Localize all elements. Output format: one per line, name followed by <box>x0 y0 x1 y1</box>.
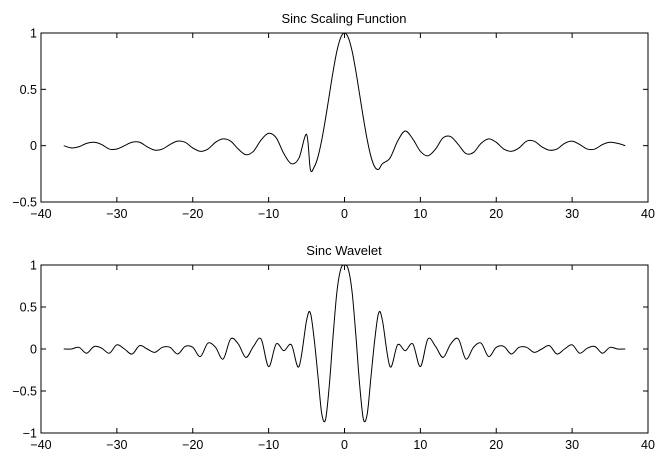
y-tick-label: 0 <box>30 139 37 153</box>
y-tick-label: −0.5 <box>12 385 37 399</box>
x-tick-label: −10 <box>258 207 279 221</box>
y-tick-label: 1 <box>30 27 37 41</box>
y-tick-label: 0.5 <box>20 83 37 97</box>
y-tick-label: −1 <box>23 427 37 441</box>
plot-title: Sinc Wavelet <box>306 243 382 258</box>
x-tick-label: −30 <box>106 207 127 221</box>
x-tick-label: 10 <box>413 207 427 221</box>
series-line <box>63 32 626 173</box>
x-tick-label: −20 <box>182 438 203 452</box>
x-tick-label: −40 <box>30 438 51 452</box>
subplot-scaling-function: Sinc Scaling Function −40 −30 −20 −10 0 10 20 3… <box>12 11 655 221</box>
y-tick-label: 1 <box>30 259 37 273</box>
x-tick-label: 10 <box>413 438 427 452</box>
x-tick-label: 30 <box>565 438 579 452</box>
x-tick-label: −20 <box>182 207 203 221</box>
x-tick-label: 40 <box>641 207 655 221</box>
x-tick-label: 20 <box>489 438 503 452</box>
x-tick-label: −10 <box>258 438 279 452</box>
x-tick-label: −40 <box>30 207 51 221</box>
y-tick-label: −0.5 <box>12 196 37 210</box>
x-tick-label: 20 <box>489 207 503 221</box>
plot-title: Sinc Scaling Function <box>281 11 406 26</box>
series-line <box>63 264 626 423</box>
y-tick-label: 0.5 <box>20 301 37 315</box>
x-tick-label: −30 <box>106 438 127 452</box>
subplot-wavelet: Sinc Wavelet −40 −30 −20 −10 0 10 20 30 40−1−0.5… <box>12 243 655 452</box>
axis-ticks: −40 −30 −20 −10 0 10 20 30 40 −1 −0.5 0 0.5 1 <box>12 259 655 453</box>
y-tick-label: 0 <box>30 343 37 357</box>
x-tick-label: 0 <box>341 438 348 452</box>
x-tick-label: 0 <box>341 207 348 221</box>
x-tick-label: 30 <box>565 207 579 221</box>
x-tick-label: 40 <box>641 438 655 452</box>
axis-ticks: −40 −30 −20 −10 0 10 20 30 40 −0.5 0 0.5 1 <box>12 27 655 222</box>
